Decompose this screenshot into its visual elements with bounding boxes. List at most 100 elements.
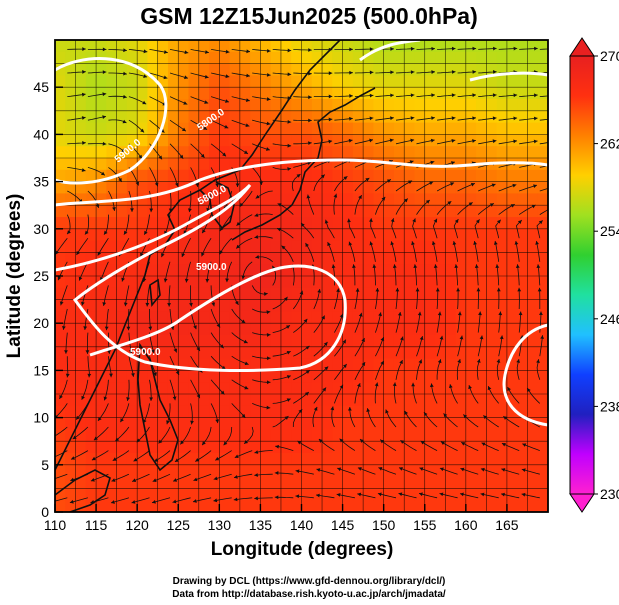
heat-cell — [476, 311, 487, 324]
heat-cell — [291, 394, 303, 407]
heat-cell — [352, 193, 364, 206]
streamline-arrowhead — [143, 74, 148, 78]
streamline — [496, 264, 500, 286]
heat-cell — [229, 311, 241, 324]
heat-cell — [342, 264, 354, 277]
heat-cell — [75, 311, 87, 324]
streamline-arrowhead — [233, 475, 238, 479]
heat-cell — [126, 417, 138, 430]
heat-cell — [116, 382, 128, 395]
heat-cell — [414, 240, 426, 253]
coastline-japan — [231, 87, 376, 241]
heat-cell — [116, 346, 128, 360]
heat-cell — [383, 287, 395, 301]
heat-cell — [373, 75, 385, 88]
heat-cell — [65, 464, 77, 478]
heat-cell — [291, 122, 303, 135]
heat-cell — [383, 453, 395, 466]
heat-cell — [75, 476, 87, 489]
heat-cell — [342, 429, 354, 442]
heat-cell — [435, 476, 446, 489]
heat-cell — [75, 335, 87, 348]
heat-cell — [198, 429, 210, 442]
heat-cell — [537, 134, 548, 147]
heat-cell — [342, 358, 354, 371]
heat-cell — [373, 488, 385, 501]
heat-cell — [167, 311, 179, 324]
streamline-arrowhead — [487, 386, 492, 391]
streamline-arrowhead — [478, 311, 482, 316]
heat-cell — [455, 382, 467, 395]
streamline-arrowhead — [286, 375, 291, 379]
streamline-arrowhead — [295, 469, 300, 474]
streamline-arrowhead — [174, 182, 179, 187]
heat-cell — [342, 488, 354, 501]
heat-cell — [455, 87, 467, 100]
streamline-arrowhead — [431, 70, 435, 74]
heat-cell — [219, 63, 231, 76]
heat-cell — [229, 169, 241, 183]
heat-cell — [537, 63, 548, 76]
streamline-arrowhead — [330, 406, 335, 411]
heat-cell — [116, 158, 128, 171]
streamline-arrowhead — [102, 47, 107, 52]
heat-cell — [270, 134, 282, 147]
heat-cell — [496, 358, 508, 371]
streamline-arrowhead — [59, 394, 63, 399]
heat-cell — [188, 405, 200, 419]
heat-cell — [363, 287, 374, 301]
heat-cell — [106, 228, 118, 242]
heat-cell — [229, 358, 241, 371]
heat-cell — [280, 63, 292, 76]
heat-cell — [75, 382, 87, 395]
heat-cell — [209, 158, 220, 171]
streamline-arrowhead — [493, 46, 497, 51]
heat-cell — [55, 169, 66, 183]
heat-cell — [342, 417, 354, 430]
heat-cell — [270, 110, 282, 124]
heat-cell — [496, 441, 508, 454]
heat-cell — [106, 217, 118, 230]
heat-cell — [188, 134, 200, 147]
streamline — [539, 118, 548, 121]
streamline — [332, 264, 335, 286]
streamline — [457, 335, 463, 357]
heat-cell — [188, 488, 200, 501]
streamline — [539, 165, 548, 168]
heat-cell — [250, 346, 262, 360]
heat-cell — [229, 252, 241, 265]
heat-cell — [301, 441, 313, 454]
heat-cell — [301, 110, 313, 124]
heat-cell — [383, 110, 395, 124]
streamline-arrowhead — [307, 161, 312, 166]
heat-cell — [178, 453, 190, 466]
heat-cell — [537, 323, 548, 336]
heat-cell — [537, 441, 548, 454]
heat-cell — [157, 146, 169, 159]
streamline-arrowhead — [183, 101, 188, 105]
heat-cell — [209, 299, 220, 312]
heat-cell — [106, 122, 118, 135]
heat-cell — [435, 405, 446, 419]
streamline-arrowhead — [483, 415, 488, 420]
streamline — [474, 241, 479, 262]
streamline-arrowhead — [175, 370, 180, 375]
streamline — [168, 285, 171, 307]
heat-cell — [404, 335, 416, 348]
streamline — [412, 382, 417, 404]
heat-cell — [445, 134, 457, 147]
streamline-arrowhead — [202, 229, 206, 234]
heat-cell — [506, 99, 518, 112]
heat-cell — [260, 228, 272, 242]
heat-cell — [198, 394, 210, 407]
heat-cell — [229, 240, 241, 253]
heat-cell — [137, 370, 149, 383]
heat-cell — [280, 299, 292, 312]
heat-cell — [486, 87, 498, 100]
heat-cell — [260, 405, 272, 419]
heat-cell — [435, 40, 446, 53]
heat-cell — [229, 51, 241, 65]
heat-cell — [85, 252, 97, 265]
heat-cell — [414, 453, 426, 466]
heat-cell — [291, 382, 303, 395]
